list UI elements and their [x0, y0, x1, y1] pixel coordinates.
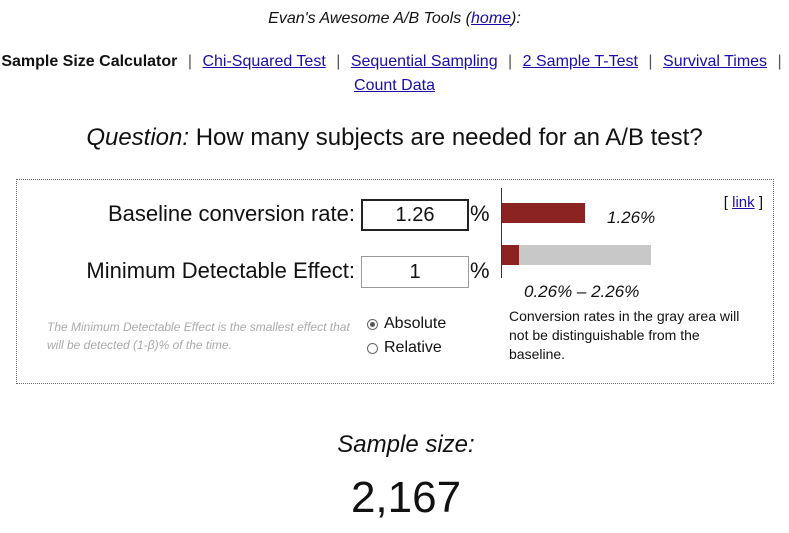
mde-percent-sign: %: [470, 258, 490, 283]
question-text: How many subjects are needed for an A/B …: [195, 124, 703, 151]
baseline-label: Baseline conversion rate:: [107, 201, 355, 226]
radio-checked-icon: [367, 318, 378, 330]
nav-link-count-data[interactable]: Count Data: [354, 77, 435, 94]
link-bracket-close: ]: [754, 194, 763, 211]
baseline-rate-label: 1.26%: [607, 208, 656, 227]
lower-bound-bar: [502, 245, 520, 265]
baseline-input[interactable]: 1.26: [361, 199, 469, 231]
header-suffix: ):: [511, 10, 521, 27]
relative-radio[interactable]: Relative: [367, 339, 442, 357]
tool-nav: Sample Size Calculator | Chi-Squared Tes…: [0, 50, 789, 98]
relative-radio-label: Relative: [384, 339, 442, 356]
question-label: Question:: [86, 124, 190, 151]
mde-input[interactable]: 1: [361, 256, 469, 288]
nav-link-sequential[interactable]: Sequential Sampling: [350, 53, 498, 70]
range-explanation: Conversion rates in the gray area will n…: [509, 308, 740, 362]
axis-line: [501, 188, 502, 278]
link-bracket-open: [: [723, 194, 733, 211]
nav-separator: |: [777, 53, 782, 70]
nav-separator: |: [336, 53, 341, 70]
baseline-rate-bar: [502, 203, 586, 223]
nav-separator: |: [187, 53, 192, 70]
calculator-panel: Baseline conversion rate: 1.26 % Minimum…: [16, 179, 774, 384]
permalink-link[interactable]: link: [732, 194, 755, 211]
sample-size-value: 2,167: [350, 473, 462, 522]
permalink: [ link ]: [724, 194, 763, 211]
page-question: Question: How many subjects are needed f…: [0, 124, 789, 152]
page-header: Evan's Awesome A/B Tools (home):: [0, 10, 789, 28]
nav-link-t-test[interactable]: 2 Sample T-Test: [522, 53, 638, 70]
mde-note: The Minimum Detectable Effect is the sma…: [47, 320, 350, 352]
nav-separator: |: [648, 53, 653, 70]
absolute-radio-label: Absolute: [384, 315, 447, 332]
nav-current-tool: Sample Size Calculator: [1, 53, 178, 70]
absolute-radio[interactable]: Absolute: [367, 315, 446, 333]
mde-label: Minimum Detectable Effect:: [86, 258, 355, 283]
detectable-range-bar: [502, 245, 652, 265]
nav-separator: |: [508, 53, 513, 70]
radio-unchecked-icon: [367, 342, 378, 354]
home-link[interactable]: home: [471, 10, 512, 27]
nav-link-survival[interactable]: Survival Times: [663, 53, 768, 70]
range-label: 0.26% – 2.26%: [524, 282, 640, 301]
nav-link-chi-squared[interactable]: Chi-Squared Test: [202, 53, 326, 70]
sample-size-label: Sample size:: [337, 431, 475, 458]
baseline-percent-sign: %: [470, 201, 490, 226]
header-prefix: Evan's Awesome A/B Tools (: [268, 10, 472, 27]
